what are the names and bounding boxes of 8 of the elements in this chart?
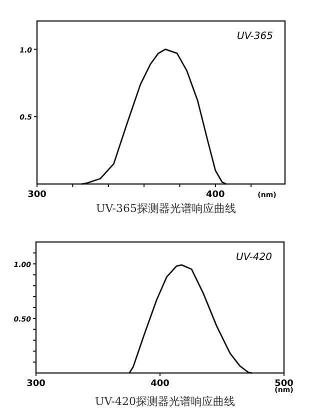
x-tick-label: 300 — [28, 190, 46, 200]
x-tick-label: 400 — [206, 190, 225, 200]
x-tick-label: 400 — [150, 379, 170, 389]
text: UV-420探测器光谱响应曲线 — [95, 395, 235, 408]
text: UV-365探测器光谱响应曲线 — [96, 202, 236, 215]
annotation: UV-420 — [236, 252, 272, 263]
x-tick-label: 300 — [26, 379, 46, 389]
annotation: UV-365 — [237, 31, 273, 42]
